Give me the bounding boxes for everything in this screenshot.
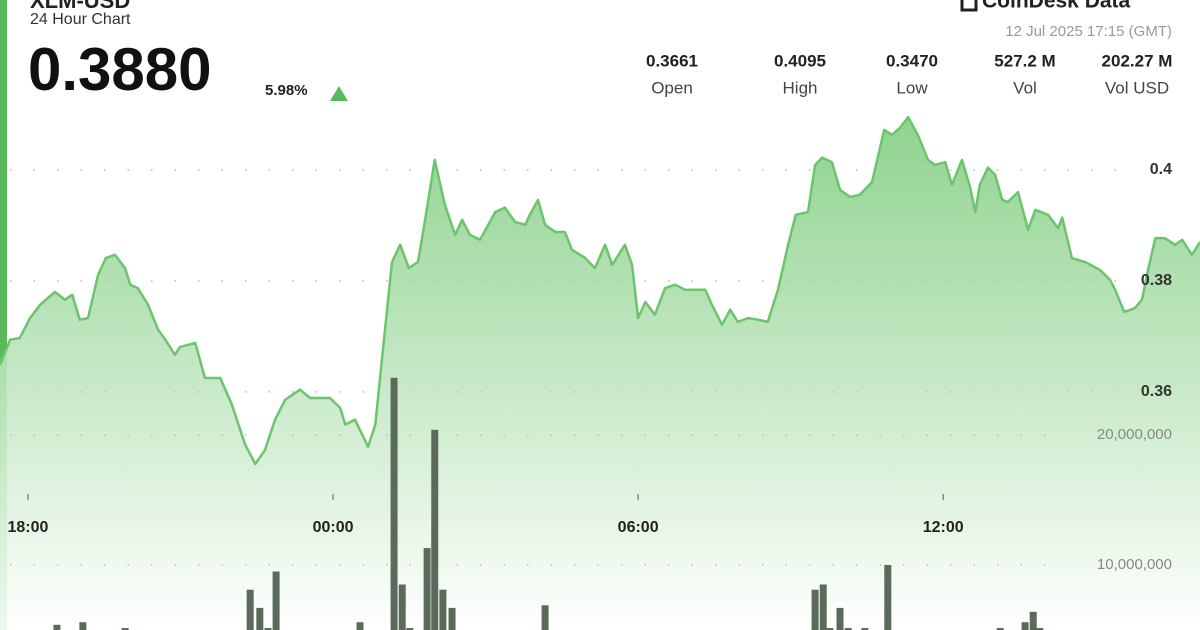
stat-label: Vol USD bbox=[1105, 78, 1169, 97]
y-tick-label: 10,000,000 bbox=[1097, 556, 1172, 573]
up-arrow bbox=[330, 86, 348, 101]
stat-value: 527.2 M bbox=[994, 51, 1055, 70]
volume-bar bbox=[406, 628, 414, 630]
volume-bar bbox=[826, 628, 834, 630]
volume-bar bbox=[448, 607, 456, 630]
stat-value: 0.3470 bbox=[886, 51, 938, 70]
bar-layer bbox=[53, 377, 1044, 630]
stat-label: Low bbox=[896, 78, 928, 97]
area-layer bbox=[0, 117, 1200, 630]
brand-logo: CoinDesk Data bbox=[960, 0, 1131, 13]
x-tick-label: 18:00 bbox=[8, 519, 49, 536]
subtitle: 24 Hour Chart bbox=[30, 11, 131, 28]
label-layer: 0.36 0.38 0.4 18:00 00:00 06:00 12:00 10,000,00… bbox=[8, 161, 1173, 573]
volume-bar bbox=[264, 628, 272, 630]
volume-bar bbox=[390, 377, 398, 630]
volume-bar bbox=[844, 628, 852, 630]
stat-label: Vol bbox=[1013, 78, 1037, 97]
stat-value: 202.27 M bbox=[1102, 51, 1173, 70]
title: XLM-USD bbox=[30, 0, 130, 13]
price: 0.3880 bbox=[28, 36, 212, 103]
line-layer bbox=[0, 115, 1200, 466]
volume-bar bbox=[79, 622, 87, 630]
volume-bar bbox=[819, 584, 827, 630]
price-line bbox=[0, 115, 1200, 466]
volume-bar bbox=[861, 628, 869, 630]
brand: CoinDesk Data bbox=[982, 0, 1131, 13]
stat-label: High bbox=[783, 78, 818, 97]
x-tick-label: 06:00 bbox=[618, 519, 659, 536]
volume-bar bbox=[439, 589, 447, 630]
accent-stripe bbox=[0, 0, 7, 630]
volume-bar bbox=[121, 628, 129, 630]
volume-bar bbox=[884, 564, 892, 630]
y-tick-label: 20,000,000 bbox=[1097, 426, 1172, 443]
volume-bar bbox=[431, 429, 439, 630]
stat-value: 0.4095 bbox=[774, 51, 826, 70]
volume-bar bbox=[356, 622, 364, 630]
change: 5.98% bbox=[265, 82, 308, 99]
volume-bar bbox=[541, 605, 549, 630]
y-tick-label: 0.4 bbox=[1150, 161, 1172, 178]
volume-bar bbox=[272, 571, 280, 630]
x-tick-label: 12:00 bbox=[923, 519, 964, 536]
volume-bar bbox=[246, 589, 254, 630]
volume-bar bbox=[423, 548, 431, 630]
price-area bbox=[0, 117, 1200, 630]
y-tick-label: 0.36 bbox=[1141, 383, 1172, 400]
logo-icon bbox=[960, 0, 978, 12]
volume-bar bbox=[836, 607, 844, 630]
volume-bar bbox=[1029, 611, 1037, 630]
timestamp: 12 Jul 2025 17:15 (GMT) bbox=[1005, 23, 1172, 40]
volume-bar bbox=[1021, 622, 1029, 630]
volume-bar bbox=[1036, 628, 1044, 630]
volume-bar bbox=[398, 584, 406, 630]
volume-bar bbox=[996, 628, 1004, 630]
volume-bar bbox=[811, 589, 819, 630]
x-tick-label: 00:00 bbox=[313, 519, 354, 536]
stat-label: Open bbox=[651, 78, 693, 97]
stat-value: 0.3661 bbox=[646, 51, 698, 70]
plot-area: 0.36 0.38 0.4 18:00 00:00 06:00 12:00 10,000,00… bbox=[0, 115, 1200, 630]
volume-bar bbox=[256, 607, 264, 630]
volume-bar bbox=[53, 624, 61, 630]
y-tick-label: 0.38 bbox=[1141, 272, 1172, 289]
stats: 0.3661 Open 0.4095 High 0.3470 Low 527.2 M Vol 2… bbox=[646, 51, 1172, 97]
